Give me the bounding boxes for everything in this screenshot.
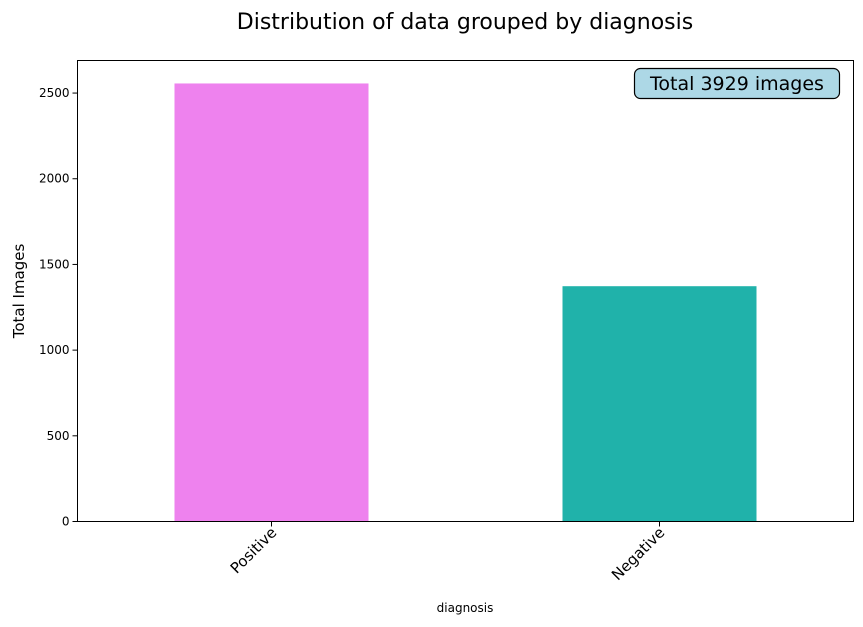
y-tick-label: 1500 [39, 257, 70, 271]
y-axis-label: Total Images [10, 244, 28, 340]
x-axis-label: diagnosis [437, 601, 494, 615]
y-tick-label: 2500 [39, 86, 70, 100]
chart-title: Distribution of data grouped by diagnosi… [237, 10, 693, 35]
plot-frame [77, 60, 854, 522]
annotation-text: Total 3929 images [649, 73, 824, 95]
y-tick-label: 0 [62, 515, 70, 529]
x-axis: Positive Negative [227, 521, 668, 584]
y-tick-label: 500 [47, 429, 70, 443]
annotation-box [633, 67, 841, 100]
y-axis: 0 500 1000 1500 2000 2500 [39, 86, 78, 529]
x-tick-label: Negative [608, 524, 668, 584]
bars-group [174, 83, 757, 522]
y-tick-label: 2000 [39, 172, 70, 186]
bar-negative [562, 286, 757, 522]
y-tick-label: 1000 [39, 343, 70, 357]
total-annotation: Total 3929 images [633, 67, 841, 100]
bar-positive [174, 83, 369, 522]
x-tick-label: Positive [227, 524, 281, 578]
